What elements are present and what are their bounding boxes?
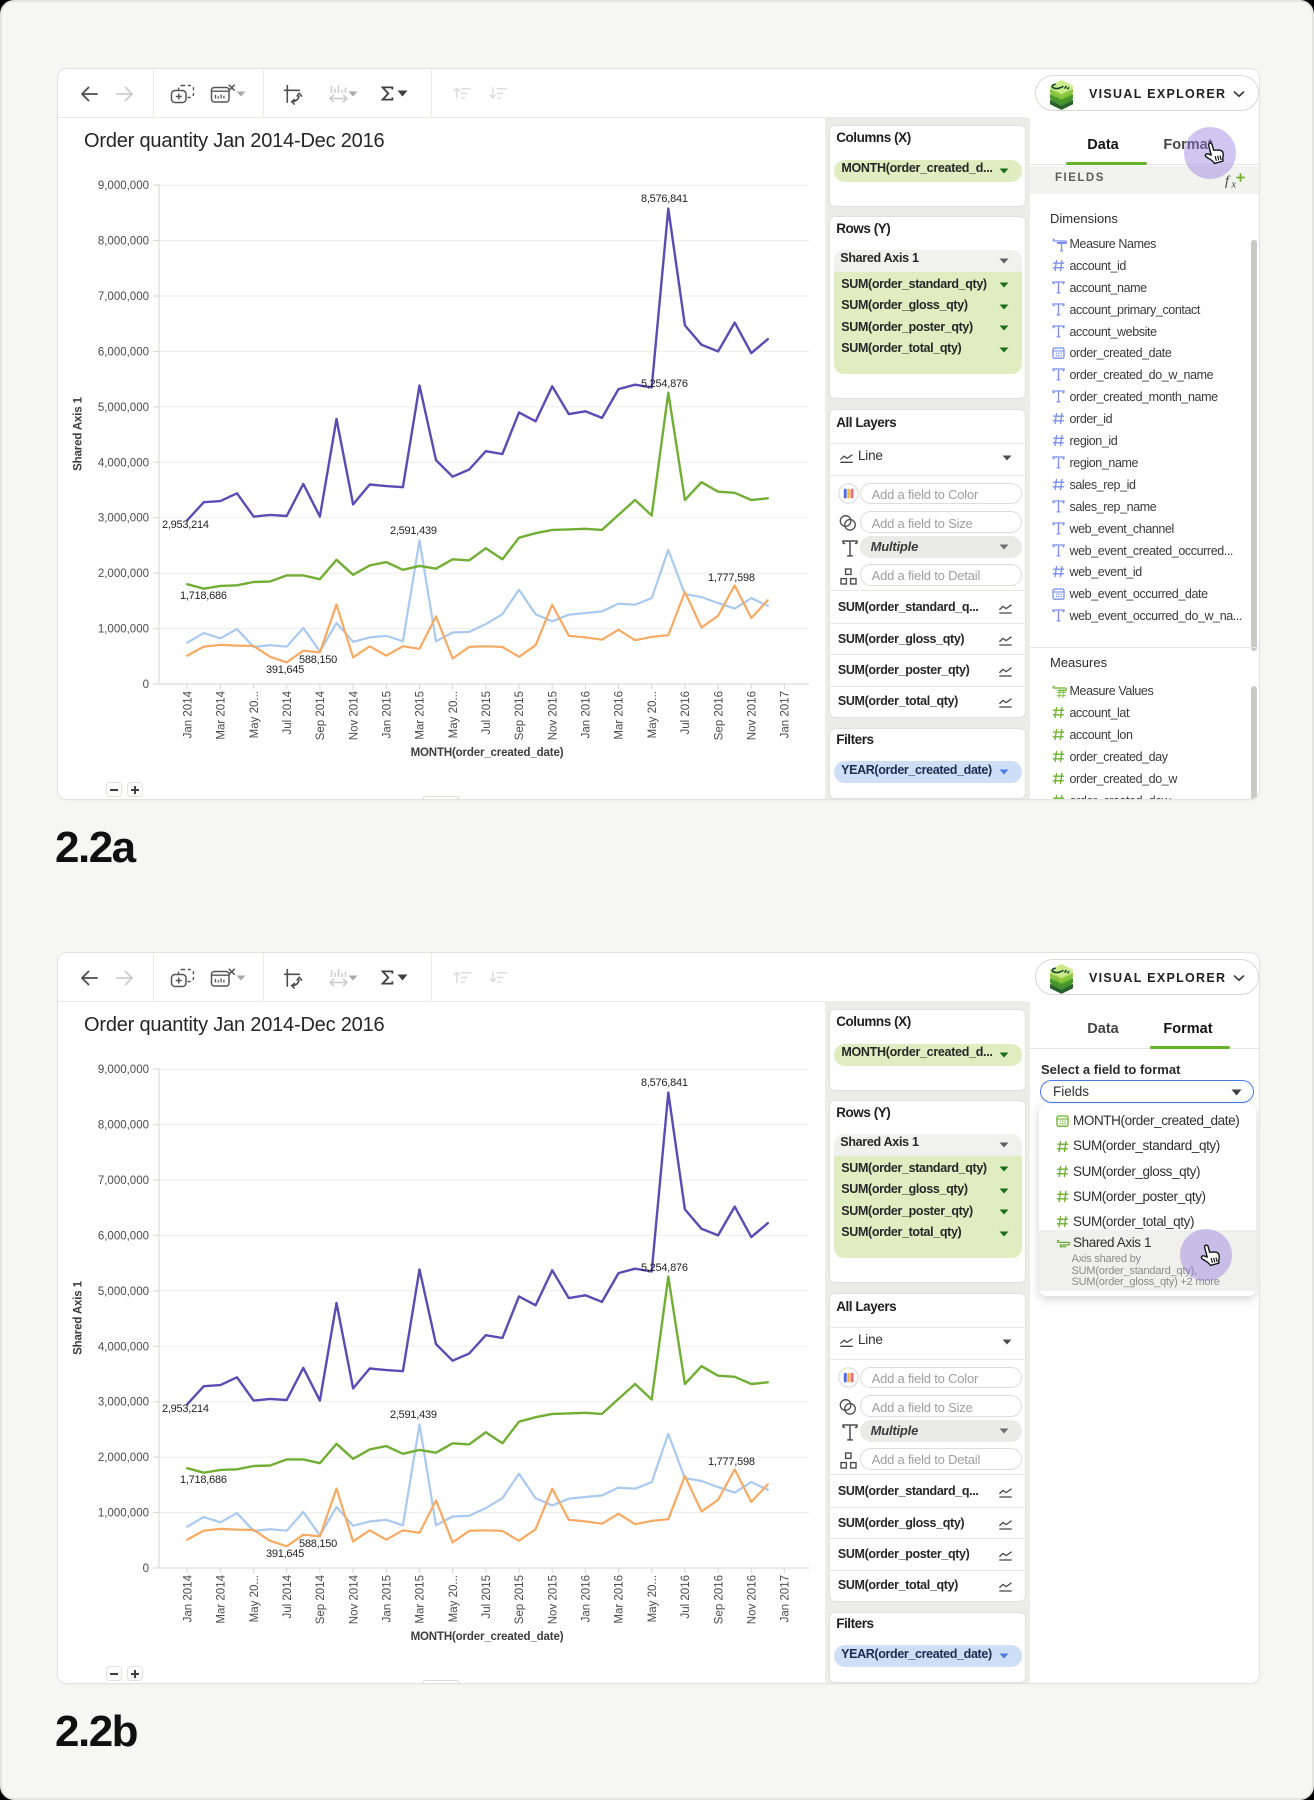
svg-text:8,000,000: 8,000,000 (98, 1120, 149, 1132)
svg-text:Jul 2014: Jul 2014 (282, 1574, 294, 1618)
svg-text:0: 0 (143, 1563, 149, 1575)
svg-text:Jan 2016: Jan 2016 (581, 691, 593, 738)
svg-text:May 20...: May 20... (647, 1575, 659, 1622)
svg-text:391,645: 391,645 (266, 664, 304, 676)
svg-text:2,591,439: 2,591,439 (390, 525, 437, 537)
svg-text:1,777,598: 1,777,598 (708, 1456, 755, 1468)
svg-text:5,000,000: 5,000,000 (98, 1286, 149, 1298)
svg-text:7,000,000: 7,000,000 (98, 291, 149, 303)
svg-text:May 20...: May 20... (249, 691, 261, 738)
svg-text:Sep 2014: Sep 2014 (315, 1574, 327, 1624)
svg-text:1,000,000: 1,000,000 (98, 624, 149, 636)
svg-text:Nov 2015: Nov 2015 (547, 1575, 559, 1624)
svg-text:2,953,214: 2,953,214 (162, 1403, 209, 1415)
svg-text:4,000,000: 4,000,000 (98, 457, 149, 469)
svg-text:Jan 2014: Jan 2014 (182, 1574, 194, 1622)
svg-text:Sep 2015: Sep 2015 (514, 691, 526, 740)
svg-text:1,718,686: 1,718,686 (180, 590, 227, 602)
svg-text:Mar 2015: Mar 2015 (415, 1575, 427, 1624)
svg-text:8,000,000: 8,000,000 (98, 236, 149, 248)
svg-text:May 20...: May 20... (448, 691, 460, 738)
svg-text:Mar 2016: Mar 2016 (614, 1575, 626, 1624)
svg-text:Jan 2015: Jan 2015 (382, 691, 394, 738)
svg-text:Mar 2014: Mar 2014 (216, 690, 228, 739)
svg-text:Jul 2016: Jul 2016 (680, 691, 692, 734)
svg-text:Nov 2014: Nov 2014 (348, 1574, 360, 1624)
svg-text:Sep 2015: Sep 2015 (514, 1575, 526, 1624)
svg-text:6,000,000: 6,000,000 (98, 1230, 149, 1242)
svg-text:Jul 2016: Jul 2016 (680, 1575, 692, 1618)
svg-text:588,150: 588,150 (299, 654, 337, 666)
svg-text:Jan 2017: Jan 2017 (780, 691, 792, 738)
svg-text:Mar 2016: Mar 2016 (614, 691, 626, 740)
svg-text:2,591,439: 2,591,439 (390, 1409, 437, 1421)
svg-text:7,000,000: 7,000,000 (98, 1175, 149, 1187)
svg-text:6,000,000: 6,000,000 (98, 346, 149, 358)
svg-text:8,576,841: 8,576,841 (641, 193, 688, 205)
svg-text:2,000,000: 2,000,000 (98, 1452, 149, 1464)
svg-text:Jan 2014: Jan 2014 (182, 690, 194, 738)
svg-text:Jul 2014: Jul 2014 (282, 690, 294, 734)
svg-text:f: f (1225, 174, 1231, 189)
svg-text:Nov 2014: Nov 2014 (348, 690, 360, 740)
svg-text:1,000,000: 1,000,000 (98, 1508, 149, 1520)
svg-text:588,150: 588,150 (299, 1538, 337, 1550)
svg-text:0: 0 (143, 679, 149, 691)
svg-text:MONTH(order_created_date): MONTH(order_created_date) (411, 747, 564, 759)
svg-text:Shared Axis 1: Shared Axis 1 (73, 1280, 85, 1354)
svg-text:2,000,000: 2,000,000 (98, 568, 149, 580)
svg-text:1,718,686: 1,718,686 (180, 1474, 227, 1486)
svg-text:Nov 2016: Nov 2016 (747, 1575, 759, 1624)
svg-text:May 20...: May 20... (448, 1575, 460, 1622)
svg-text:Sep 2014: Sep 2014 (315, 690, 327, 740)
svg-text:Jan 2016: Jan 2016 (581, 1575, 593, 1622)
svg-text:4,000,000: 4,000,000 (98, 1341, 149, 1353)
svg-text:Sep 2016: Sep 2016 (713, 691, 725, 740)
svg-text:8,576,841: 8,576,841 (641, 1077, 688, 1089)
svg-text:9,000,000: 9,000,000 (98, 180, 149, 192)
svg-text:Jul 2015: Jul 2015 (481, 1575, 493, 1618)
svg-text:2,953,214: 2,953,214 (162, 519, 209, 531)
svg-text:Shared Axis 1: Shared Axis 1 (73, 396, 85, 470)
svg-text:Nov 2015: Nov 2015 (547, 691, 559, 740)
svg-text:3,000,000: 3,000,000 (98, 1397, 149, 1409)
svg-text:Mar 2014: Mar 2014 (216, 1574, 228, 1623)
svg-text:391,645: 391,645 (266, 1548, 304, 1560)
svg-text:Nov 2016: Nov 2016 (747, 691, 759, 740)
svg-text:9,000,000: 9,000,000 (98, 1064, 149, 1076)
svg-text:5,000,000: 5,000,000 (98, 402, 149, 414)
svg-text:3,000,000: 3,000,000 (98, 513, 149, 525)
svg-text:Jan 2015: Jan 2015 (382, 1575, 394, 1622)
svg-text:1,777,598: 1,777,598 (708, 572, 755, 584)
svg-text:May 20...: May 20... (647, 691, 659, 738)
svg-text:May 20...: May 20... (249, 1575, 261, 1622)
svg-text:Mar 2015: Mar 2015 (415, 691, 427, 740)
svg-text:5,254,876: 5,254,876 (641, 1262, 688, 1274)
svg-text:5,254,876: 5,254,876 (641, 378, 688, 390)
svg-text:x: x (1231, 180, 1237, 190)
svg-text:Sep 2016: Sep 2016 (713, 1575, 725, 1624)
svg-text:Jan 2017: Jan 2017 (780, 1575, 792, 1622)
svg-text:Jul 2015: Jul 2015 (481, 691, 493, 734)
svg-text:MONTH(order_created_date): MONTH(order_created_date) (411, 1631, 564, 1643)
